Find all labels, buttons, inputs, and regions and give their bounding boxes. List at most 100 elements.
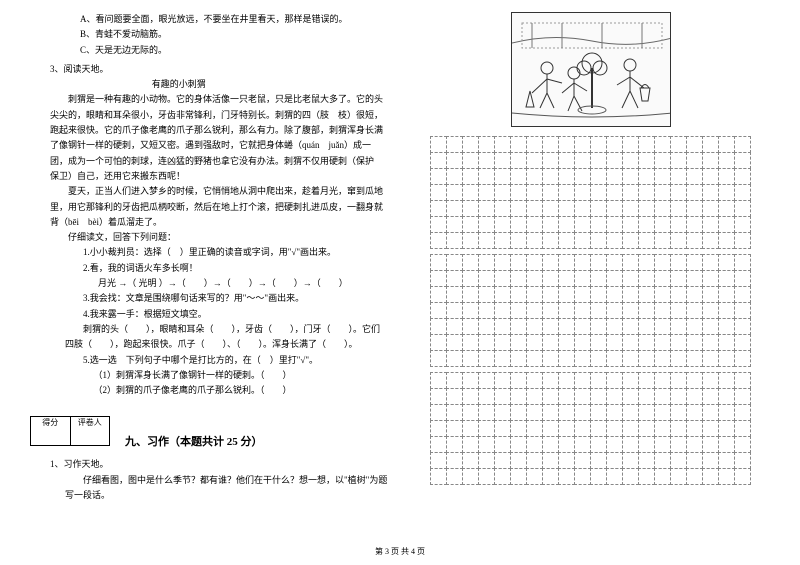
grid-cell bbox=[670, 404, 687, 421]
grid-cell bbox=[622, 216, 639, 233]
grid-cell bbox=[622, 168, 639, 185]
grid-cell bbox=[734, 420, 751, 437]
grid-cell bbox=[734, 372, 751, 389]
grid-cell bbox=[494, 200, 511, 217]
grid-cell bbox=[462, 372, 479, 389]
grid-cell bbox=[558, 452, 575, 469]
xz-1: 1、习作天地。 bbox=[30, 457, 388, 472]
grid-cell bbox=[606, 152, 623, 169]
grid-cell bbox=[638, 388, 655, 405]
grid-cell bbox=[510, 404, 527, 421]
grid-cell bbox=[590, 184, 607, 201]
grid-cell bbox=[622, 388, 639, 405]
grid-cell bbox=[478, 452, 495, 469]
grid-cell bbox=[574, 168, 591, 185]
grid-cell bbox=[622, 286, 639, 303]
grid-row bbox=[431, 319, 751, 335]
grid-row bbox=[431, 233, 751, 249]
grid-row bbox=[431, 373, 751, 389]
grid-cell bbox=[590, 452, 607, 469]
grid-cell bbox=[430, 302, 447, 319]
grid-cell bbox=[526, 270, 543, 287]
grid-cell bbox=[542, 152, 559, 169]
grid-cell bbox=[654, 152, 671, 169]
grid-cell bbox=[622, 152, 639, 169]
grid-cell bbox=[574, 388, 591, 405]
grid-cell bbox=[590, 388, 607, 405]
grid-cell bbox=[494, 168, 511, 185]
grid-cell bbox=[590, 136, 607, 153]
grid-cell bbox=[638, 216, 655, 233]
grid-cell bbox=[510, 216, 527, 233]
grid-cell bbox=[686, 232, 703, 249]
grid-cell bbox=[574, 302, 591, 319]
grid-cell bbox=[430, 200, 447, 217]
grid-cell bbox=[734, 270, 751, 287]
grid-cell bbox=[478, 334, 495, 351]
grid-cell bbox=[734, 152, 751, 169]
grid-row bbox=[431, 421, 751, 437]
grid-cell bbox=[430, 404, 447, 421]
grid-cell bbox=[654, 334, 671, 351]
grid-cell bbox=[526, 334, 543, 351]
grid-cell bbox=[446, 216, 463, 233]
grid-cell bbox=[526, 318, 543, 335]
grid-cell bbox=[654, 318, 671, 335]
grid-cell bbox=[574, 270, 591, 287]
grid-cell bbox=[542, 318, 559, 335]
grid-cell bbox=[542, 184, 559, 201]
grid-cell bbox=[526, 372, 543, 389]
grid-cell bbox=[670, 270, 687, 287]
grid-cell bbox=[590, 286, 607, 303]
grid-cell bbox=[462, 184, 479, 201]
grid-cell bbox=[654, 270, 671, 287]
grid-cell bbox=[558, 350, 575, 367]
grid-cell bbox=[686, 302, 703, 319]
grid-row bbox=[431, 303, 751, 319]
grid-cell bbox=[574, 334, 591, 351]
grid-cell bbox=[670, 468, 687, 485]
grid-cell bbox=[446, 388, 463, 405]
grid-cell bbox=[446, 232, 463, 249]
grid-cell bbox=[462, 200, 479, 217]
grid-cell bbox=[654, 436, 671, 453]
grid-cell bbox=[670, 388, 687, 405]
grid-cell bbox=[510, 184, 527, 201]
grid-cell bbox=[542, 168, 559, 185]
grid-cell bbox=[478, 270, 495, 287]
grid-cell bbox=[542, 350, 559, 367]
grid-cell bbox=[590, 232, 607, 249]
grid-cell bbox=[702, 452, 719, 469]
grid-cell bbox=[510, 152, 527, 169]
grid-cell bbox=[686, 254, 703, 271]
grid-cell bbox=[718, 152, 735, 169]
grid-cell bbox=[702, 184, 719, 201]
grid-cell bbox=[526, 200, 543, 217]
grid-cell bbox=[558, 334, 575, 351]
grid-cell bbox=[526, 302, 543, 319]
grid-cell bbox=[718, 372, 735, 389]
grid-cell bbox=[622, 184, 639, 201]
grid-cell bbox=[462, 286, 479, 303]
grid-cell bbox=[686, 452, 703, 469]
grid-cell bbox=[574, 286, 591, 303]
grid-cell bbox=[606, 216, 623, 233]
grid-cell bbox=[606, 372, 623, 389]
grid-cell bbox=[478, 136, 495, 153]
grid-row bbox=[431, 351, 751, 367]
grid-cell bbox=[670, 286, 687, 303]
grid-cell bbox=[686, 420, 703, 437]
grid-row bbox=[431, 169, 751, 185]
grid-cell bbox=[734, 452, 751, 469]
grid-cell bbox=[638, 302, 655, 319]
grid-cell bbox=[478, 216, 495, 233]
grid-cell bbox=[718, 270, 735, 287]
grid-cell bbox=[638, 254, 655, 271]
grid-cell bbox=[638, 372, 655, 389]
grid-cell bbox=[446, 270, 463, 287]
score-cell-score: 得分 bbox=[31, 417, 71, 445]
grid-cell bbox=[430, 270, 447, 287]
q1-1: 1.小小裁判员：选择（ ）里正确的读音或字词，用"√"画出来。 bbox=[30, 245, 388, 260]
grid-cell bbox=[430, 254, 447, 271]
grid-cell bbox=[734, 216, 751, 233]
